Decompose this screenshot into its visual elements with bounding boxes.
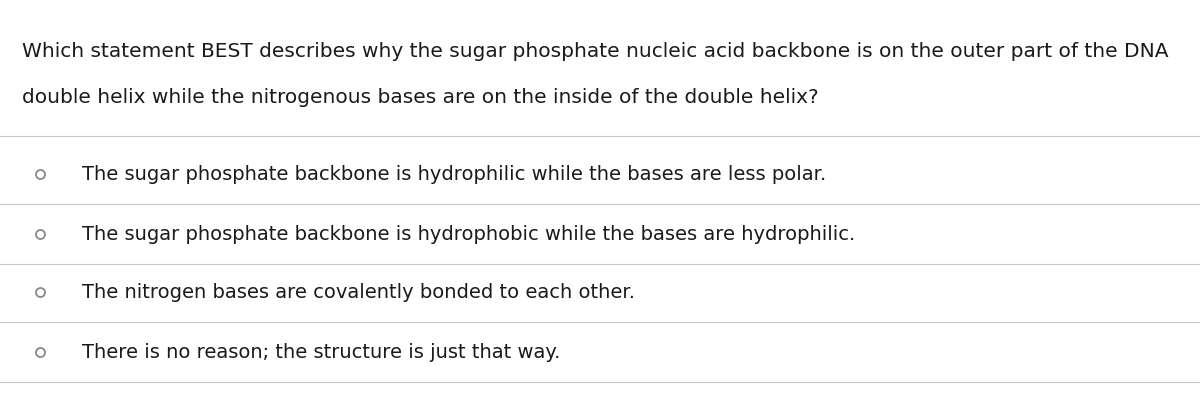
Text: The nitrogen bases are covalently bonded to each other.: The nitrogen bases are covalently bonded… [82, 282, 635, 302]
Text: The sugar phosphate backbone is hydrophilic while the bases are less polar.: The sugar phosphate backbone is hydrophi… [82, 164, 826, 184]
Text: double helix while the nitrogenous bases are on the inside of the double helix?: double helix while the nitrogenous bases… [22, 88, 818, 107]
Text: The sugar phosphate backbone is hydrophobic while the bases are hydrophilic.: The sugar phosphate backbone is hydropho… [82, 224, 854, 244]
Text: There is no reason; the structure is just that way.: There is no reason; the structure is jus… [82, 342, 560, 362]
Text: Which statement BEST describes why the sugar phosphate nucleic acid backbone is : Which statement BEST describes why the s… [22, 42, 1168, 61]
